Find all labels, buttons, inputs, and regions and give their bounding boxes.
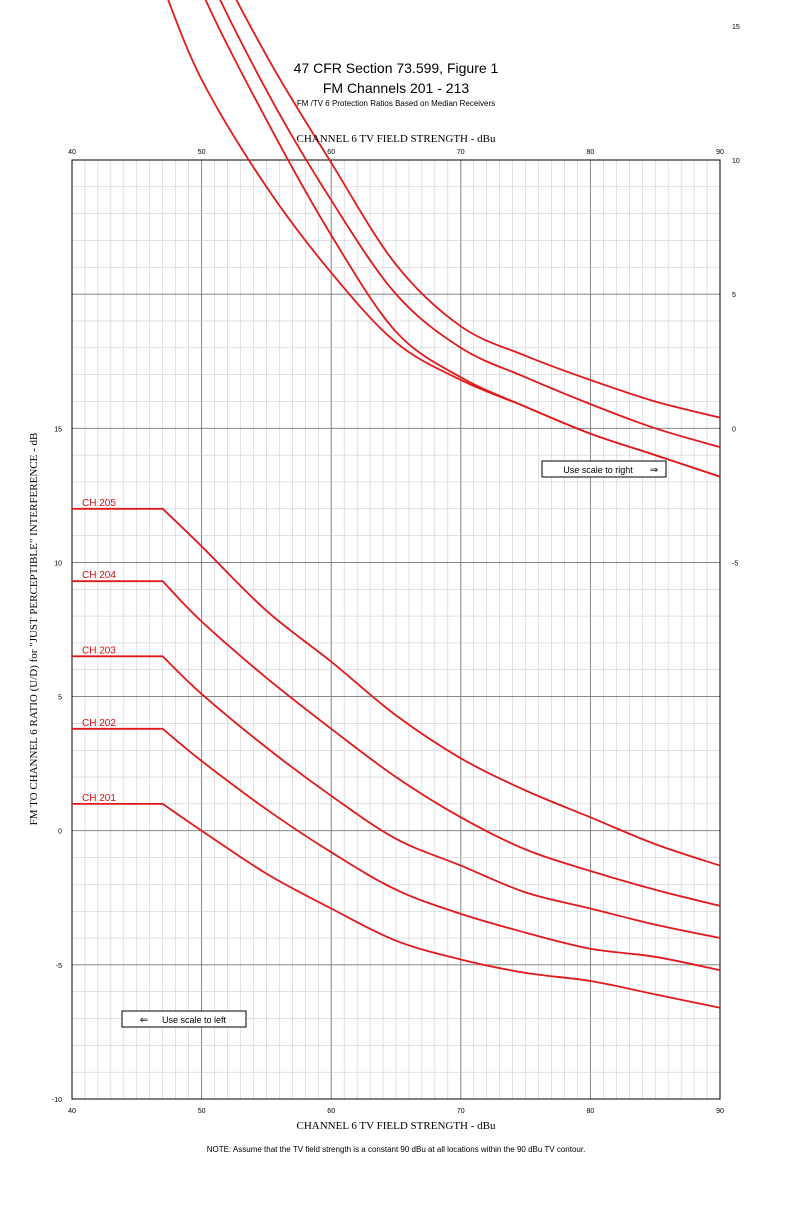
series-line <box>72 803 721 1009</box>
x-tick-label-top: 90 <box>716 149 724 156</box>
x-axis-label-top: CHANNEL 6 TV FIELD STRENGTH - dBu <box>296 133 496 145</box>
chart-series-labels: CH 213CH 212CH 207 TO 211CH 206CH 205CH … <box>82 498 116 804</box>
use-scale-left-box: ⇐ Use scale to left <box>121 1010 247 1028</box>
x-tick-label-bottom: 90 <box>716 1108 724 1115</box>
y-tick-label-left: -5 <box>56 963 62 970</box>
y-axis-label: FM TO CHANNEL 6 RATIO (U/D) for "JUST PE… <box>28 433 40 826</box>
y-tick-label-right: 5 <box>732 292 736 299</box>
series-line <box>235 0 721 419</box>
x-tick-label-top: 50 <box>198 149 206 156</box>
series-line <box>72 580 721 907</box>
chart-ticks: 404050506060707080809090151050-5-1025201… <box>52 24 740 1115</box>
y-tick-label-right: 15 <box>732 24 740 31</box>
y-tick-label-left: 10 <box>54 560 62 567</box>
series-line <box>167 0 721 478</box>
series-label: CH 205 <box>82 498 116 509</box>
chart-title: 47 CFR Section 73.599, Figure 1 <box>293 60 499 76</box>
use-scale-right-box: Use scale to right ⇒ <box>541 460 667 478</box>
chart-grid <box>71 159 721 1100</box>
x-tick-label-top: 70 <box>457 149 465 156</box>
x-tick-label-top: 60 <box>327 149 335 156</box>
arrow-right-icon: ⇒ <box>650 465 658 476</box>
series-label: CH 201 <box>82 793 116 804</box>
y-tick-label-right: 10 <box>732 158 740 165</box>
y-tick-label-left: 5 <box>58 695 62 702</box>
series-line <box>72 655 721 939</box>
x-tick-label-bottom: 80 <box>587 1108 595 1115</box>
x-tick-label-bottom: 40 <box>68 1108 76 1115</box>
x-tick-label-bottom: 60 <box>327 1108 335 1115</box>
y-tick-label-left: 0 <box>58 829 62 836</box>
x-axis-label-bottom: CHANNEL 6 TV FIELD STRENGTH - dBu <box>296 1120 496 1132</box>
plot-border <box>71 159 721 1100</box>
series-line <box>72 507 721 867</box>
y-tick-label-right: -5 <box>732 560 738 567</box>
x-tick-label-top: 40 <box>68 149 76 156</box>
y-tick-label-left: -10 <box>52 1097 62 1104</box>
series-line <box>72 727 721 972</box>
series-label: CH 202 <box>82 718 116 729</box>
chart-caption: FM /TV 6 Protection Ratios Based on Medi… <box>296 99 496 108</box>
x-tick-label-bottom: 70 <box>457 1108 465 1115</box>
chart-subtitle: FM Channels 201 - 213 <box>322 80 470 96</box>
y-tick-label-right: 0 <box>732 426 736 433</box>
use-scale-right-text: Use scale to right <box>563 465 633 475</box>
use-scale-left-text: Use scale to left <box>162 1015 227 1025</box>
footnote: NOTE: Assume that the TV field strength … <box>206 1145 586 1154</box>
chart-series <box>72 0 721 1009</box>
arrow-left-icon: ⇐ <box>140 1015 148 1026</box>
x-tick-label-bottom: 50 <box>198 1108 206 1115</box>
y-tick-label-left: 15 <box>54 426 62 433</box>
series-label: CH 204 <box>82 570 116 581</box>
series-line <box>219 0 721 448</box>
x-tick-label-top: 80 <box>587 149 595 156</box>
series-label: CH 203 <box>82 645 116 656</box>
